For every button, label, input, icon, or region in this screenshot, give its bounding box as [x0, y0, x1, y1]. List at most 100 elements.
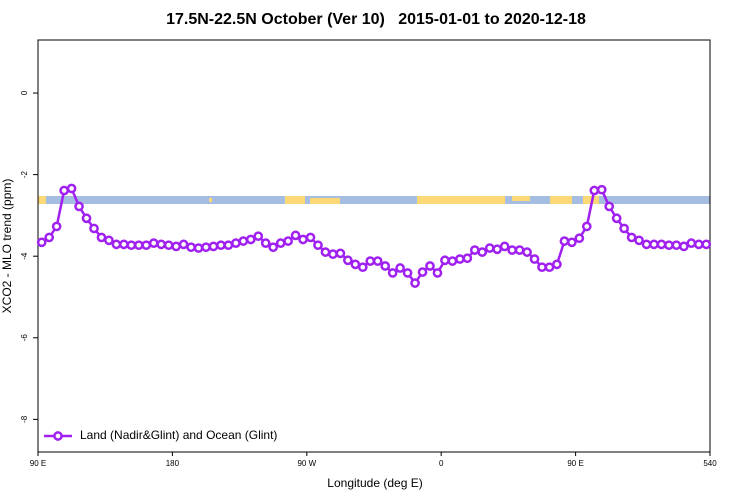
data-point [507, 245, 517, 255]
data-point [440, 255, 450, 266]
data-point [305, 232, 316, 243]
data-point [537, 262, 547, 273]
land-patch [209, 198, 212, 202]
data-point [619, 223, 629, 234]
data-point [484, 243, 495, 253]
data-point [477, 247, 488, 257]
data-point [387, 268, 398, 278]
land-patch [512, 196, 530, 201]
x-tick-label: 0 [439, 459, 444, 468]
data-point [679, 241, 689, 252]
data-point [417, 267, 428, 277]
data-point [148, 238, 159, 248]
land-patch [550, 196, 572, 204]
chart-title: 17.5N-22.5N October (Ver 10) 2015-01-01 … [166, 11, 586, 28]
land-patch [285, 196, 305, 204]
data-point [634, 235, 644, 246]
data-point [290, 230, 301, 241]
y-tick-label: -2 [20, 171, 29, 179]
land-patch [583, 196, 599, 204]
data-point [89, 223, 99, 234]
data-point [275, 238, 286, 248]
data-point [231, 238, 241, 248]
data-point [81, 213, 92, 224]
data-point [186, 242, 196, 253]
data-point [36, 237, 47, 248]
data-point [141, 240, 152, 251]
x-tick-label: 180 [166, 459, 180, 468]
data-point [574, 233, 585, 244]
data-point [44, 232, 55, 243]
data-point [59, 185, 69, 196]
legend-text: Land (Nadir&Glint) and Ocean (Glint) [80, 428, 277, 442]
data-point [372, 256, 383, 266]
data-point [268, 242, 279, 253]
x-tick-label: 90 W [297, 459, 316, 468]
data-point [365, 256, 376, 266]
data-point [74, 201, 84, 212]
data-point [96, 232, 107, 243]
y-tick-label: -4 [20, 252, 29, 260]
data-point [350, 259, 361, 270]
data-point [604, 201, 615, 212]
land-patch [310, 198, 340, 204]
data-point [111, 239, 122, 250]
data-point [425, 261, 435, 271]
land-patch [38, 196, 46, 204]
data-point [552, 259, 562, 270]
data-point [611, 213, 622, 224]
data-point [492, 244, 503, 255]
data-point [514, 245, 525, 255]
data-point [156, 239, 167, 250]
data-point [701, 239, 712, 250]
data-point [335, 248, 346, 259]
data-point [283, 236, 293, 246]
data-point [656, 239, 667, 250]
data-point [171, 241, 181, 252]
y-tick-label: -8 [20, 415, 29, 423]
data-point [589, 185, 600, 196]
data-point [380, 261, 391, 271]
data-point [66, 183, 77, 194]
data-point [126, 240, 137, 251]
data-point [693, 239, 704, 250]
data-point [313, 240, 323, 251]
data-point [455, 254, 465, 264]
data-point [298, 234, 308, 245]
data-point [596, 184, 607, 195]
data-point [104, 235, 114, 246]
data-point [395, 263, 405, 273]
data-point [544, 262, 555, 273]
data-point [193, 243, 204, 253]
data-point [201, 242, 211, 253]
data-point [626, 232, 637, 243]
data-point [567, 237, 577, 248]
data-point [469, 245, 480, 255]
y-tick-label: -6 [20, 334, 29, 342]
data-point [133, 240, 144, 251]
data-point [499, 241, 510, 252]
x-tick-label: 90 E [567, 459, 583, 468]
data-point [253, 231, 264, 242]
data-point [216, 240, 226, 251]
data-point [664, 240, 674, 251]
data-point [522, 247, 532, 257]
ocean-band [38, 196, 710, 204]
data-point [320, 247, 331, 257]
data-point [343, 255, 353, 266]
x-tick-label: 90 E [30, 459, 46, 468]
data-point [223, 240, 234, 251]
data-point [245, 234, 256, 245]
data-point [447, 256, 458, 266]
x-axis-label: Longitude (deg E) [327, 476, 422, 490]
legend-marker [53, 431, 63, 441]
data-point [51, 221, 62, 232]
data-point [410, 278, 420, 288]
x-tick-label: 540 [703, 459, 717, 468]
data-point [581, 221, 592, 232]
data-point [529, 254, 540, 264]
data-point [671, 240, 682, 251]
data-point [238, 236, 249, 246]
data-point [402, 268, 413, 278]
